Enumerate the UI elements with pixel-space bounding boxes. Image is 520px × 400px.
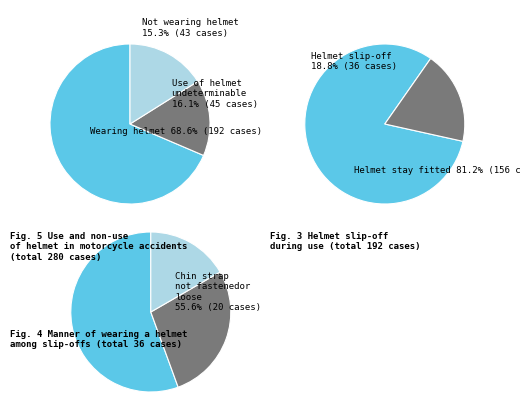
Text: Chin strap fastened
16.6% (6 cases): Chin strap fastened 16.6% (6 cases) <box>0 399 1 400</box>
Wedge shape <box>71 232 178 392</box>
Text: Helmet slip-off
18.8% (36 cases): Helmet slip-off 18.8% (36 cases) <box>311 52 397 71</box>
Text: Fig. 3 Helmet slip-off
during use (total 192 cases): Fig. 3 Helmet slip-off during use (total… <box>270 232 421 252</box>
Wedge shape <box>130 82 210 156</box>
Wedge shape <box>305 44 463 204</box>
Text: Fig. 4 Manner of wearing a helmet
among slip-offs (total 36 cases): Fig. 4 Manner of wearing a helmet among … <box>10 330 188 350</box>
Wedge shape <box>385 58 465 141</box>
Text: Manner of wearing a helmet
undeterminable
27.8% (10 cases): Manner of wearing a helmet undeterminabl… <box>0 399 1 400</box>
Text: Chin strap
not fastenedor
loose
55.6% (20 cases): Chin strap not fastenedor loose 55.6% (2… <box>175 272 261 312</box>
Wedge shape <box>50 44 203 204</box>
Text: Use of helmet
undeterminable
16.1% (45 cases): Use of helmet undeterminable 16.1% (45 c… <box>172 79 257 108</box>
Text: Fig. 5 Use and non-use
of helmet in motorcycle accidents
(total 280 cases): Fig. 5 Use and non-use of helmet in moto… <box>10 232 188 262</box>
Text: Not wearing helmet
15.3% (43 cases): Not wearing helmet 15.3% (43 cases) <box>142 18 239 38</box>
Text: Helmet stay fitted 81.2% (156 cases): Helmet stay fitted 81.2% (156 cases) <box>355 166 520 175</box>
Wedge shape <box>151 272 231 387</box>
Text: Wearing helmet 68.6% (192 cases): Wearing helmet 68.6% (192 cases) <box>90 128 262 136</box>
Wedge shape <box>130 44 198 124</box>
Wedge shape <box>151 232 220 312</box>
